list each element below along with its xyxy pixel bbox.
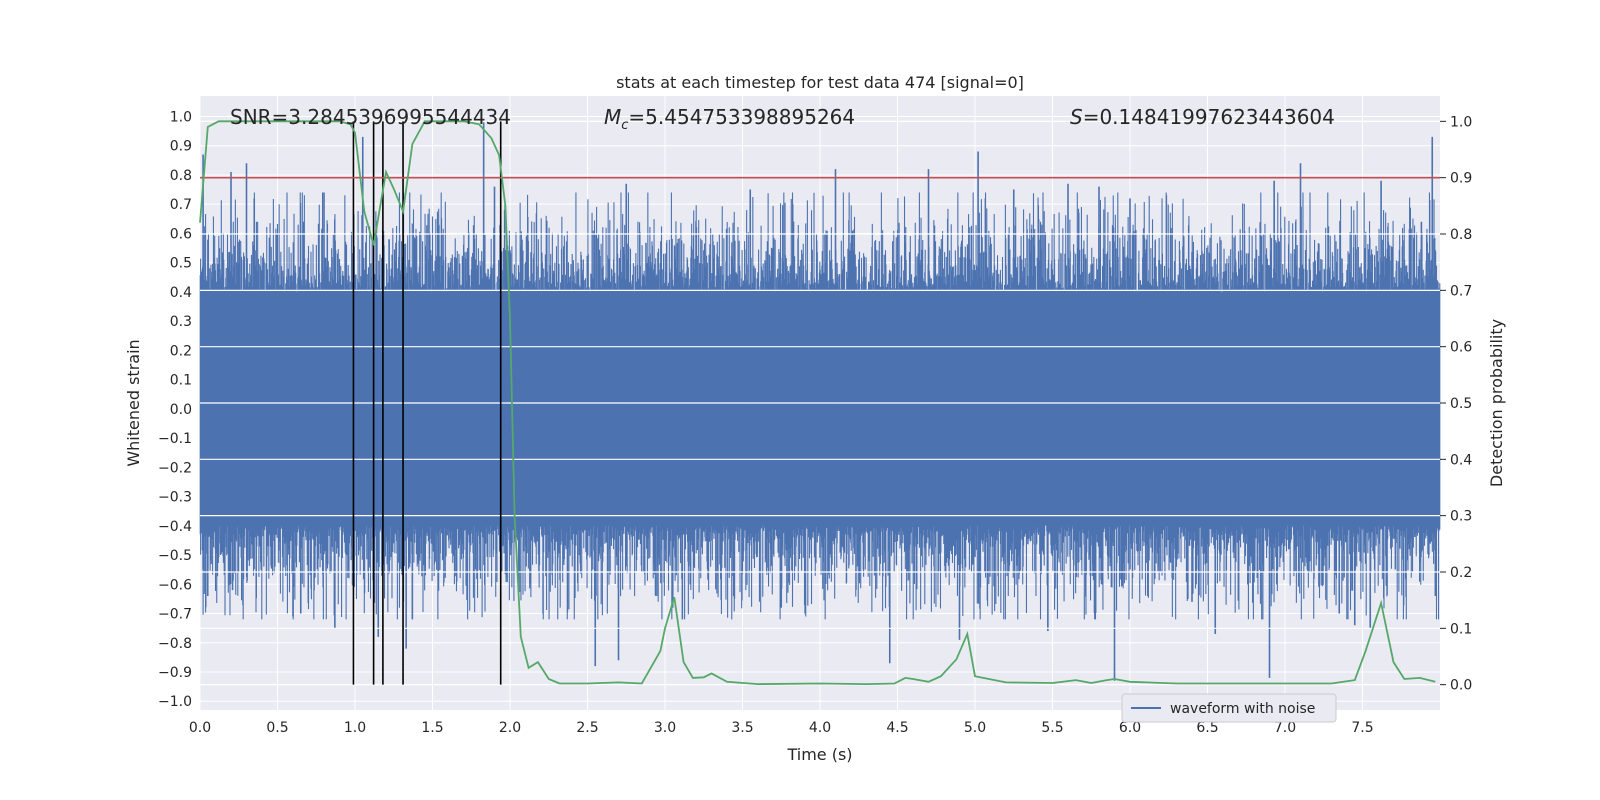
x-tick-label: 4.0 [809,720,831,736]
legend: waveform with noise [1121,693,1337,723]
y-tick-label: −0.9 [158,665,192,681]
x-axis: 0.0 0.5 1.0 1.5 2.0 2.5 3.0 3.5 4.0 4.5 5.0 5.5 6.0 6… [189,720,1374,736]
x-tick-label: 4.5 [886,720,908,736]
y-tick-label: 0.8 [170,168,192,184]
y-tick-label: −0.6 [158,577,192,593]
s-annotation: S=0.14841997623443604 [1070,105,1335,129]
y-tick-label: 0.7 [170,197,192,213]
y-tick-label: 0.3 [170,314,192,330]
x-tick-label: 2.0 [499,720,521,736]
chirp-mass-symbol: M [604,105,621,129]
y-tick-label: 1.0 [170,109,192,125]
y2-axis-label: Detection probability [1487,319,1506,487]
y-tick-label: −0.4 [158,519,192,535]
y-tick-label: −0.7 [158,607,192,623]
x-tick-label: 7.5 [1351,720,1373,736]
x-tick-label: 3.5 [731,720,753,736]
y2-tick-label: 0.8 [1450,227,1472,243]
y2-tick-label: 0.1 [1450,621,1472,637]
y-tick-label: −0.2 [158,460,192,476]
x-tick-label: 3.0 [654,720,676,736]
chart-title: stats at each timestep for test data 474… [616,73,1024,92]
y-tick-label: 0.0 [170,402,192,418]
y2-tick-label: 0.6 [1450,340,1472,356]
y-tick-label: 0.5 [170,256,192,272]
y2-tick-label: 0.3 [1450,509,1472,525]
x-tick-label: 1.0 [344,720,366,736]
y2-tick-label: 0.5 [1450,396,1472,412]
x-tick-label: 2.5 [576,720,598,736]
y2-tick-label: 1.0 [1450,114,1472,130]
x-tick-label: 5.5 [1041,720,1063,736]
x-tick-label: 7.0 [1274,720,1296,736]
chirp-mass-value: =5.454753398895264 [628,105,855,129]
legend-box [1121,693,1337,723]
y2-tick-label: 0.9 [1450,171,1472,187]
snr-annotation: SNR=3.2845396995544434 [230,105,511,129]
y-axis-left: 1.0 0.9 0.8 0.7 0.6 0.5 0.4 0.3 0.2 0.1 0.0 −0.1 −0.… [158,109,192,710]
y-tick-label: 0.9 [170,139,192,155]
x-tick-label: 6.0 [1119,720,1141,736]
x-tick-label: 1.5 [421,720,443,736]
waveform-series [199,122,1441,681]
x-tick-label: 6.5 [1196,720,1218,736]
y-tick-label: −0.8 [158,636,192,652]
x-tick-label: 5.0 [964,720,986,736]
s-value: =0.14841997623443604 [1083,105,1335,129]
vertical-markers [352,121,502,685]
y-tick-label: −1.0 [158,694,192,710]
y-axis-label: Whitened strain [124,339,143,466]
y-axis-right: 1.0 0.9 0.8 0.7 0.6 0.5 0.4 0.3 0.2 0.1 0.0 [1440,114,1472,694]
y-tick-label: 0.6 [170,226,192,242]
y-tick-label: −0.5 [158,548,192,564]
y-tick-label: −0.3 [158,490,192,506]
y-tick-label: 0.2 [170,343,192,359]
s-symbol: S [1070,105,1083,129]
y2-tick-label: 0.2 [1450,565,1472,581]
x-axis-label: Time (s) [786,745,852,764]
y2-tick-label: 0.0 [1450,678,1472,694]
legend-label-waveform: waveform with noise [1170,701,1315,717]
y2-tick-label: 0.4 [1450,452,1472,468]
y-tick-label: 0.1 [170,373,192,389]
probability-series [199,120,1436,686]
y-tick-label: −0.1 [158,431,192,447]
chirp-mass-annotation: Mc=5.454753398895264 [604,105,855,133]
x-tick-label: 0.0 [189,720,211,736]
waveform-body [199,192,1441,620]
y2-tick-label: 0.7 [1450,283,1472,299]
chirp-mass-subscript: c [621,118,628,133]
x-tick-label: 0.5 [266,720,288,736]
y-tick-label: 0.4 [170,285,192,301]
